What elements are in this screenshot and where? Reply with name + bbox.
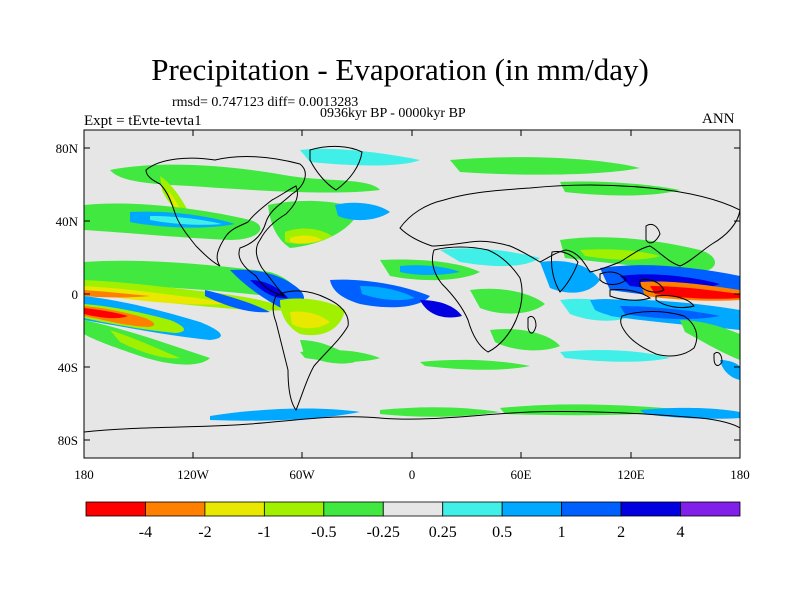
y-tick-40n: 40N [56,214,79,229]
x-tick-60w: 60W [289,467,315,482]
colorbar-label-5: 0.25 [429,524,457,541]
period-text: 0936kyr BP - 0000kyr BP [320,106,466,121]
colorbar-swatch-2 [204,501,265,517]
colorbar-label-4: -0.25 [367,524,400,541]
colorbar-swatch-10 [680,501,741,517]
colorbar-swatch-6 [442,501,503,517]
colorbar-label-2: -1 [258,524,271,541]
coastlines [84,145,740,458]
colorbar-swatch-9 [620,501,681,517]
x-tick-180e: 180 [730,467,750,482]
colorbar-label-3: -0.5 [311,524,336,541]
colorbar-swatch-7 [501,501,563,517]
colorbar: -4 -2 -1 -0.5 -0.25 0.25 0.5 1 2 4 [85,501,741,541]
colorbar-swatch-1 [145,501,206,517]
y-tick-80s: 80S [58,433,78,448]
y-tick-80n: 80N [56,141,79,156]
stats-text: rmsd= 0.747123 diff= 0.0013283 [172,95,359,110]
x-tick-180w: 180 [74,467,94,482]
colorbar-swatch-3 [263,501,325,517]
colorbar-label-6: 0.5 [492,524,512,541]
colorbar-swatch-5 [382,501,444,517]
colorbar-label-0: -4 [139,524,152,541]
y-axis [84,147,740,441]
colorbar-label-1: -2 [198,524,211,541]
x-tick-120w: 120W [177,467,210,482]
colorbar-label-9: 4 [677,524,685,541]
x-tick-60e: 60E [511,467,532,482]
colorbar-swatch-8 [561,501,622,517]
plot-title: Precipitation - Evaporation (in mm/day) [151,52,649,87]
y-tick-0: 0 [72,287,79,302]
y-tick-40s: 40S [58,360,78,375]
colorbar-swatch-4 [323,501,384,517]
colorbar-label-8: 2 [617,524,625,541]
colorbar-swatch-0 [85,501,146,517]
colorbar-label-7: 1 [558,524,566,541]
x-tick-0: 0 [409,467,416,482]
x-axis [192,130,632,458]
experiment-label: Expt = tEvte-tevta1 [84,113,202,129]
season-label: ANN [702,111,735,127]
x-tick-120e: 120E [617,467,645,482]
